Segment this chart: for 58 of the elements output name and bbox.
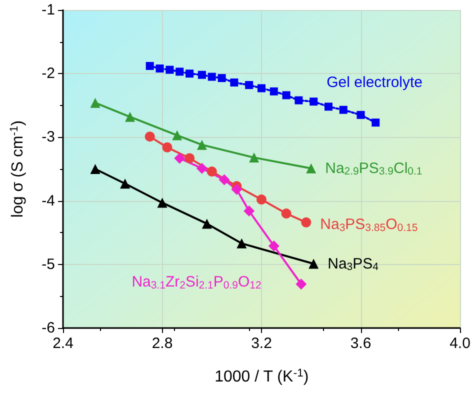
x-tick-label: 2.4: [52, 335, 74, 352]
point: [156, 64, 164, 73]
point: [310, 98, 318, 106]
point: [157, 198, 168, 208]
point: [176, 68, 184, 76]
point: [146, 62, 154, 70]
point: [268, 240, 280, 252]
point: [308, 258, 319, 269]
point: [166, 66, 174, 74]
point: [196, 140, 207, 150]
point: [296, 278, 307, 290]
y-tick-label: -3: [42, 128, 55, 146]
point: [282, 91, 290, 100]
point: [306, 163, 316, 174]
x-tick-label: 2.8: [152, 335, 173, 352]
point: [231, 184, 242, 195]
point: [339, 106, 348, 114]
point: [236, 238, 247, 248]
point: [230, 78, 238, 87]
point: [244, 205, 255, 216]
x-tick-label: 3.2: [251, 335, 272, 352]
point: [245, 81, 254, 90]
point: [90, 164, 100, 174]
point: [208, 72, 216, 81]
y-tick-label: -2: [42, 65, 55, 82]
series-label: Gel electrolyte: [326, 74, 423, 92]
point: [206, 166, 217, 177]
point: [184, 153, 195, 164]
point: [249, 152, 260, 163]
y-tick-label: -6: [42, 320, 55, 336]
point: [256, 194, 266, 205]
x-tick-label: 4.0: [450, 335, 470, 352]
point: [218, 74, 226, 82]
point: [294, 96, 303, 104]
point: [198, 70, 206, 79]
point: [270, 87, 278, 96]
point: [90, 98, 100, 108]
point: [258, 84, 266, 92]
y-axis-title: log σ (S cm-1): [8, 120, 26, 218]
point: [120, 178, 130, 189]
point: [144, 132, 155, 142]
y-tick-label: -4: [42, 192, 55, 210]
point: [202, 218, 212, 229]
point: [172, 130, 182, 140]
y-tick-label: -1: [42, 2, 55, 18]
point: [324, 102, 332, 111]
point: [356, 110, 365, 119]
point: [281, 208, 292, 219]
point: [218, 174, 230, 186]
point: [196, 162, 208, 174]
point: [162, 142, 172, 152]
point: [372, 118, 380, 127]
point: [301, 217, 312, 228]
point: [174, 152, 186, 164]
x-tick-label: 3.6: [350, 335, 372, 352]
y-tick-label: -5: [42, 256, 55, 273]
point: [186, 70, 194, 78]
point: [124, 112, 135, 122]
